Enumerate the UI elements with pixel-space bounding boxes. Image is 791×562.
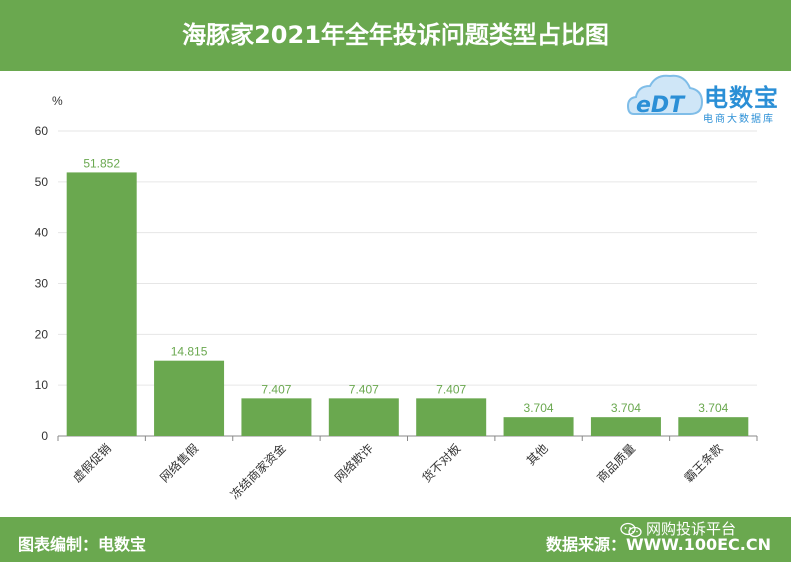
y-tick-label: 20	[35, 327, 49, 341]
data-label: 14.815	[171, 345, 208, 359]
bar	[328, 398, 399, 436]
x-tick-label: 霸王条款	[682, 441, 726, 485]
chart-title: 海豚家2021年全年投诉问题类型占比图	[182, 21, 609, 49]
x-tick-label: 冻结商家资金	[227, 441, 289, 503]
y-tick-label: 30	[35, 277, 49, 291]
y-tick-label: 10	[35, 378, 49, 392]
logo-subtitle: 电商大数据库	[703, 114, 775, 125]
x-tick-label: 商品质量	[594, 441, 639, 486]
x-tick-label: 其他	[524, 441, 551, 468]
data-label: 7.407	[349, 382, 379, 396]
wechat-icon	[620, 522, 642, 537]
x-tick-label: 货不对板	[419, 441, 464, 486]
y-tick-label: 0	[41, 429, 48, 443]
x-tick-label: 网络售假	[157, 441, 202, 486]
data-label: 3.704	[611, 401, 641, 415]
bar	[154, 360, 225, 436]
bar	[416, 398, 487, 436]
logo-cloud-icon: eDT	[626, 74, 704, 118]
x-tick-label: 虚假促销	[70, 441, 114, 485]
bar	[66, 172, 137, 436]
bar	[241, 398, 312, 436]
bar	[503, 417, 574, 436]
data-label: 7.407	[436, 382, 466, 396]
data-label: 3.704	[698, 401, 728, 415]
data-label: 7.407	[261, 382, 291, 396]
bar	[678, 417, 749, 436]
wechat-account: 网购投诉平台	[620, 518, 736, 539]
header-bar	[0, 0, 791, 71]
footer-source: 数据来源：WWW.100EC.CN	[546, 535, 772, 554]
footer-bar	[0, 517, 791, 562]
data-label: 3.704	[524, 401, 554, 415]
bar-chart: 0 10 20 30 40 50 60 51.852 虚假促销 14.815 网络售假 7.407 冻结…	[35, 124, 758, 503]
data-label: 51.852	[83, 156, 120, 170]
y-tick-label: 40	[35, 226, 49, 240]
y-tick-label: 60	[35, 124, 49, 138]
logo-mark: eDT	[636, 93, 686, 118]
footer-credit: 图表编制：电数宝	[18, 535, 147, 554]
wechat-name: 网购投诉平台	[646, 520, 737, 538]
logo-name: 电数宝	[704, 84, 779, 112]
x-tick-label: 网络欺诈	[331, 441, 376, 486]
y-axis-label: %	[52, 94, 63, 108]
y-tick-label: 50	[35, 175, 49, 189]
bar	[590, 417, 661, 436]
